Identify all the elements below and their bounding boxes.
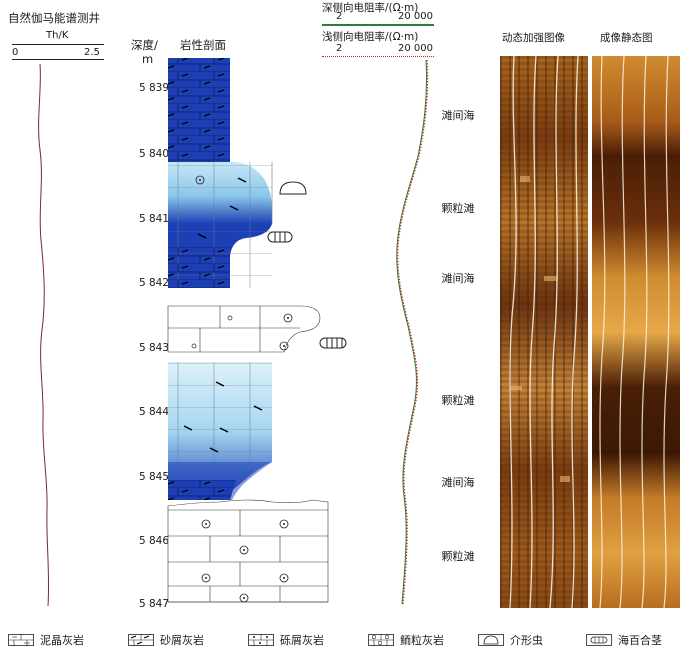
legend-label: 鲕粒灰岩 — [400, 634, 444, 647]
legend-label: 泥晶灰岩 — [40, 634, 84, 647]
calcarenite-icon — [128, 634, 154, 646]
facies-label: 颗粒滩 — [441, 394, 475, 407]
facies-label: 颗粒滩 — [441, 202, 475, 215]
legend-item: 海百合茎 — [586, 632, 662, 648]
facies-label: 颗粒滩 — [441, 550, 475, 563]
deep-resistivity-max: 20 000 — [398, 11, 433, 22]
gamma-scale-line — [12, 44, 104, 45]
legend-item: 砂屑灰岩 — [128, 632, 204, 648]
facies-label: 滩间海 — [441, 476, 475, 489]
gamma-scale-max: 2.5 — [84, 47, 100, 58]
oolitic-limestone-icon — [368, 634, 394, 646]
depth-header: 深度/ — [131, 38, 158, 52]
depth-label: 5 840 — [138, 148, 169, 160]
legend-item: 介形虫 — [478, 632, 543, 648]
gamma-unit: Th/K — [46, 30, 69, 41]
profile-header: 岩性剖面 — [180, 38, 226, 52]
facies-label: 滩间海 — [441, 272, 475, 285]
lithology-column — [167, 58, 329, 603]
calcirudite-icon — [248, 634, 274, 646]
deep-resistivity-label: 深侧向电阻率/(Ω·m) — [322, 2, 419, 14]
crinoid-symbol — [319, 337, 347, 349]
depth-unit: m — [142, 52, 154, 66]
dynamic-image-title: 动态加强图像 — [502, 32, 565, 44]
legend-label: 海百合茎 — [618, 634, 662, 647]
shallow-resistivity-scale-line — [322, 56, 434, 57]
legend-label: 砾屑灰岩 — [280, 634, 324, 647]
shallow-resistivity-max: 20 000 — [398, 43, 433, 54]
gamma-scale-min: 0 — [12, 47, 19, 58]
legend-label: 砂屑灰岩 — [160, 634, 204, 647]
legend-item: 砾屑灰岩 — [248, 632, 324, 648]
depth-label: 5 845 — [138, 471, 169, 483]
gamma-scale-line-2 — [12, 59, 104, 60]
ostracod-icon — [478, 634, 504, 646]
static-image-log — [592, 56, 680, 608]
shallow-resistivity-min: 2 — [336, 43, 343, 54]
gamma-curve — [38, 63, 50, 607]
static-image-title: 成像静态图 — [600, 32, 653, 44]
crinoid-symbol — [267, 231, 293, 243]
depth-label: 5 842 — [138, 277, 169, 289]
deep-resistivity-min: 2 — [336, 11, 343, 22]
gamma-title: 自然伽马能谱测井 — [8, 11, 100, 25]
ostracod-symbol — [279, 181, 307, 195]
depth-label: 5 844 — [138, 406, 169, 418]
depth-label: 5 841 — [138, 213, 169, 225]
facies-label: 滩间海 — [441, 109, 475, 122]
resistivity-curves — [396, 59, 429, 605]
legend-item: 鲕粒灰岩 — [368, 632, 444, 648]
shallow-resistivity-label: 浅侧向电阻率/(Ω·m) — [322, 31, 419, 43]
depth-label: 5 839 — [138, 82, 169, 94]
depth-label: 5 847 — [138, 598, 169, 610]
crinoid-stem-icon — [586, 634, 612, 646]
depth-label: 5 843 — [138, 342, 169, 354]
legend-label: 介形虫 — [510, 634, 543, 647]
legend-item: 泥晶灰岩 — [8, 632, 84, 648]
deep-resistivity-scale-line — [322, 24, 434, 26]
micrite-limestone-icon — [8, 634, 34, 646]
dynamic-image-log — [500, 56, 588, 608]
depth-label: 5 846 — [138, 535, 169, 547]
